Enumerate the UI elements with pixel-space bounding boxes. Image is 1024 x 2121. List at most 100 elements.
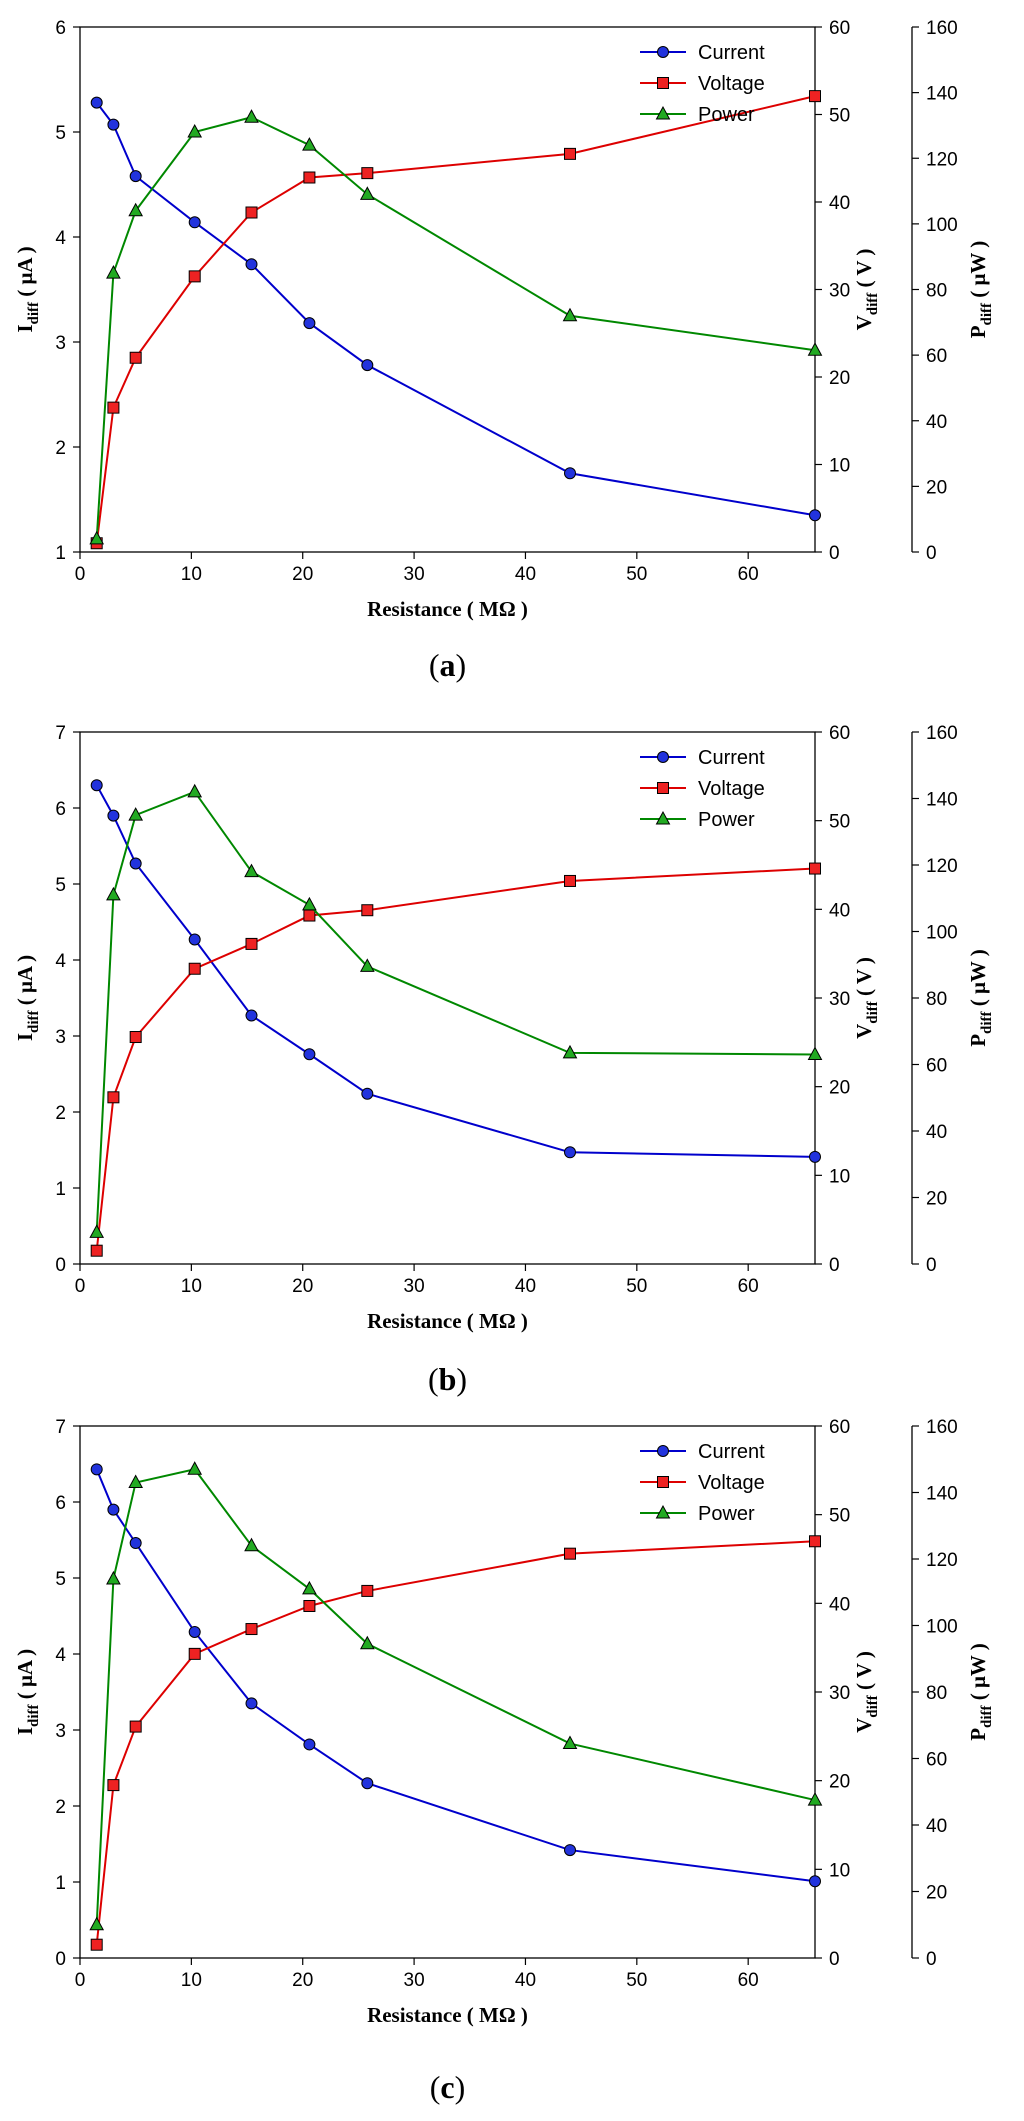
current-axis-title: Idiff ( μA ) (13, 1649, 42, 1735)
power-point (562, 1044, 578, 1059)
legend-current-marker (657, 751, 669, 763)
x-axis-title: Resistance ( MΩ ) (367, 2003, 528, 2027)
legend-voltage-marker (657, 1476, 669, 1488)
voltage-axis-tick-label: 30 (829, 281, 850, 302)
power-axis-tick-label: 60 (926, 1750, 947, 1771)
voltage-point (564, 874, 576, 887)
legend-current-label: Current (698, 747, 765, 769)
voltage-point (188, 962, 201, 975)
legend-voltage-marker (657, 782, 669, 794)
power-point (359, 186, 375, 200)
voltage-point (129, 351, 142, 364)
x-tick-label: 40 (515, 564, 536, 585)
power-point (359, 958, 375, 972)
voltage-point (809, 90, 821, 103)
current-axis-tick-label: 4 (55, 228, 66, 249)
current-axis-tick-label: 6 (55, 799, 66, 820)
voltage-axis-tick-label: 60 (829, 723, 850, 744)
voltage-point (107, 1779, 120, 1792)
current-axis-tick-label: 5 (55, 1569, 66, 1590)
voltage-point (107, 1091, 120, 1104)
power-axis-tick-label: 40 (926, 1816, 947, 1837)
current-axis-tick-label: 4 (55, 951, 66, 972)
power-point (807, 1792, 823, 1806)
current-point (107, 809, 120, 822)
current-point (188, 933, 201, 946)
power-axis-tick-label: 160 (926, 1417, 958, 1438)
current-axis-tick-label: 2 (55, 438, 66, 459)
current-axis-title-main: I (13, 1727, 37, 1735)
current-axis-tick-label: 1 (55, 1179, 66, 1200)
power-point (187, 783, 203, 798)
power-axis-tick-label: 80 (926, 989, 947, 1010)
voltage-axis-title-subscript: diff (865, 1000, 881, 1024)
current-axis-tick-label: 1 (55, 1873, 66, 1894)
legend-power-label: Power (698, 809, 755, 831)
voltage-point (361, 904, 374, 917)
legend-current-label: Current (698, 42, 765, 64)
x-tick-label: 60 (738, 1276, 759, 1297)
voltage-axis-tick-label: 20 (829, 1078, 850, 1099)
x-tick-label: 50 (626, 1970, 647, 1991)
power-axis-tick-label: 60 (926, 1056, 947, 1077)
current-axis-title-unit: ( μA ) (13, 246, 37, 302)
current-series-line (95, 784, 816, 1158)
current-point (361, 359, 374, 372)
legend-current-marker (657, 46, 669, 58)
chart-panel-b: 0 10 20 30 40 50 60 0 1 2 3 4 5 6 7 0 10 20 30 40 50 60 0 20 40 6… (13, 723, 995, 1397)
current-point (245, 1009, 258, 1022)
current-axis-title-subscript: diff (26, 1703, 42, 1727)
current-axis-tick-label: 7 (55, 1417, 66, 1438)
current-point (90, 1463, 103, 1476)
current-axis-tick-label: 1 (55, 543, 66, 564)
power-point (807, 1046, 823, 1061)
voltage-axis-tick-label: 0 (829, 1949, 840, 1970)
panel-label: (b) (428, 1361, 467, 1397)
voltage-point (303, 909, 316, 922)
power-axis-title-unit: ( μW ) (966, 1643, 990, 1705)
voltage-point (303, 1599, 316, 1612)
voltage-axis-title-main: V (852, 1718, 876, 1733)
power-point (562, 307, 578, 322)
voltage-point (303, 171, 316, 184)
voltage-axis-tick-label: 50 (829, 106, 850, 127)
voltage-axis-tick-label: 10 (829, 456, 850, 477)
voltage-point (188, 1647, 201, 1660)
current-point (188, 216, 201, 229)
voltage-point (564, 1547, 576, 1560)
current-point (107, 1503, 120, 1516)
panel-label-letter: c (440, 2069, 454, 2105)
power-point (244, 109, 259, 123)
legend-power-marker (655, 105, 671, 120)
current-axis-tick-label: 0 (55, 1255, 66, 1276)
legend-voltage-label: Voltage (698, 73, 765, 95)
current-axis-tick-label: 3 (55, 333, 66, 354)
voltage-point (361, 1584, 374, 1597)
voltage-axis-title: Vdiff ( V ) (852, 249, 881, 331)
current-point (129, 857, 142, 870)
voltage-series-line (95, 95, 816, 544)
legend-voltage-label: Voltage (698, 1472, 765, 1494)
current-axis-tick-label: 5 (55, 875, 66, 896)
power-axis-title-subscript: diff (979, 1704, 995, 1728)
voltage-point (129, 1031, 142, 1044)
current-point (90, 779, 103, 792)
voltage-series-line (95, 1540, 816, 1945)
current-point (809, 1875, 821, 1888)
power-axis-tick-label: 100 (926, 1617, 958, 1638)
power-axis-tick-label: 20 (926, 1883, 947, 1904)
power-point (302, 896, 317, 911)
power-point (128, 202, 144, 217)
x-tick-label: 30 (404, 564, 425, 585)
current-point (303, 1048, 316, 1061)
power-axis-tick-label: 0 (926, 1255, 937, 1276)
x-tick-label: 0 (75, 564, 86, 585)
panel-label-open: ( (428, 1361, 439, 1397)
current-point (361, 1087, 374, 1100)
current-series-line (95, 1468, 816, 1883)
power-point (106, 886, 121, 901)
power-axis-tick-label: 40 (926, 412, 947, 433)
legend-voltage-marker (657, 77, 669, 89)
legend-current-marker (657, 1445, 669, 1457)
legend-power-label: Power (698, 1503, 755, 1525)
